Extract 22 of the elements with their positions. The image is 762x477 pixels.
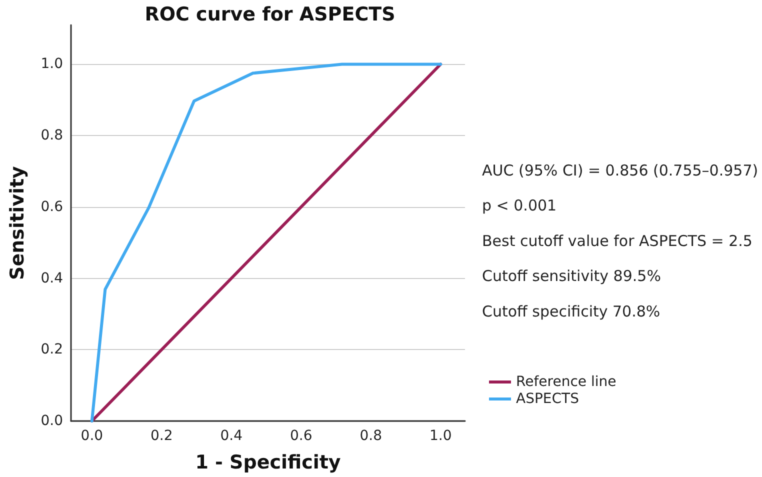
- y-tick-label: 0.6: [40, 198, 64, 215]
- x-tick-label: 0.2: [150, 428, 173, 444]
- text: Best cutoff value for ASPECTS = 2.5: [482, 232, 752, 250]
- text: Cutoff sensitivity 89.5%: [482, 267, 661, 286]
- y-tick-label: 0.2: [40, 342, 63, 358]
- legend-label: Reference line: [516, 374, 616, 390]
- x-tick-label: 0.6: [290, 428, 312, 444]
- text: Cutoff specificity 70.8%: [482, 302, 660, 320]
- x-tick-label: 0.8: [360, 428, 382, 444]
- x-axis-title: 1 - Specificity: [195, 452, 342, 474]
- y-tick-label: 0.4: [40, 270, 64, 286]
- text: p < 0.001: [482, 196, 557, 215]
- chart-title: ROC curve for ASPECTS: [144, 4, 396, 26]
- x-tick-label: 1.0: [429, 428, 452, 444]
- y-tick-label: 1.0: [40, 56, 63, 72]
- x-tick-label: 0.0: [80, 428, 104, 444]
- text: AUC (95% CI) = 0.856 (0.755–0.957): [482, 162, 758, 180]
- y-tick-label: 0.8: [40, 128, 63, 144]
- y-axis-title: Sensitivity: [6, 165, 28, 280]
- x-tick-label: 0.4: [220, 428, 243, 444]
- y-tick-label: 0.0: [40, 413, 63, 429]
- legend-label: ASPECTS: [516, 391, 580, 407]
